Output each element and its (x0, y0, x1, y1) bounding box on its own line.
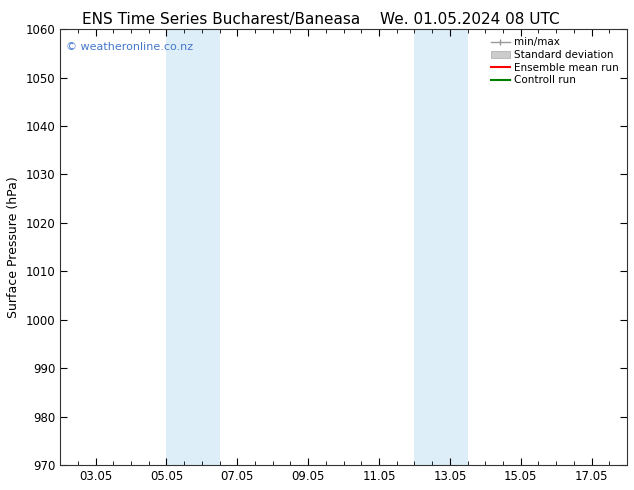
Legend: min/max, Standard deviation, Ensemble mean run, Controll run: min/max, Standard deviation, Ensemble me… (488, 34, 622, 88)
Bar (166, 29, 219, 465)
Text: ENS Time Series Bucharest/Baneasa: ENS Time Series Bucharest/Baneasa (82, 12, 361, 27)
Y-axis label: Surface Pressure (hPa): Surface Pressure (hPa) (7, 176, 20, 318)
Text: © weatheronline.co.nz: © weatheronline.co.nz (66, 42, 193, 52)
Text: We. 01.05.2024 08 UTC: We. 01.05.2024 08 UTC (380, 12, 560, 27)
Bar (415, 29, 468, 465)
